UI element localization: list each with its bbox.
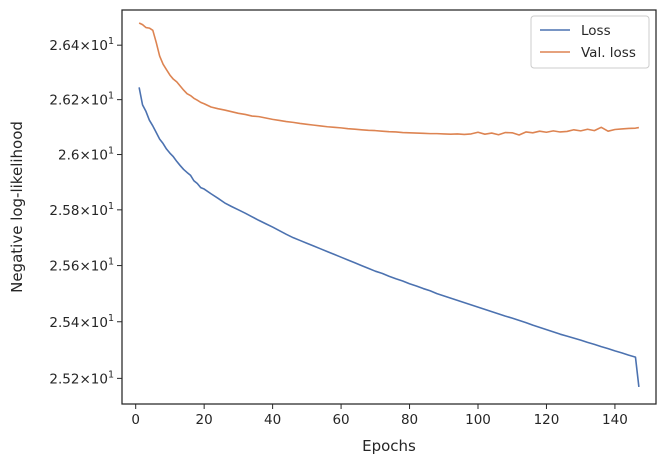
- x-tick-label: 0: [131, 412, 140, 428]
- y-tick-label: 2.6×101: [58, 146, 114, 164]
- x-tick-label: 140: [602, 412, 628, 428]
- y-tick-label: 2.64×101: [49, 36, 114, 54]
- series-lines: [138, 22, 640, 388]
- y-axis-ticks: 2.52×101 2.54×101 2.56×101 2.58×101 2.6×101 2…: [49, 36, 122, 387]
- y-tick-label: 2.62×101: [49, 91, 114, 109]
- x-axis-label: Epochs: [362, 437, 416, 455]
- x-tick-label: 80: [401, 412, 418, 428]
- y-tick-label: 2.56×101: [49, 257, 114, 275]
- x-axis-ticks: 0 20 40 60 80 100 120 140: [131, 404, 628, 428]
- x-tick-label: 100: [465, 412, 491, 428]
- x-tick-label: 40: [264, 412, 281, 428]
- plot-frame: [121, 9, 657, 405]
- legend: Loss Val. loss: [530, 15, 650, 69]
- x-tick-label: 120: [534, 412, 560, 428]
- y-tick-label: 2.52×101: [49, 369, 114, 387]
- x-tick-label: 20: [196, 412, 213, 428]
- y-tick-label: 2.58×101: [49, 201, 114, 219]
- series-line-0: [138, 87, 640, 388]
- y-tick-label: 2.54×101: [49, 313, 114, 331]
- legend-label-1: Val. loss: [581, 45, 636, 61]
- legend-label-0: Loss: [581, 23, 611, 39]
- y-axis-label: Negative log-likelihood: [8, 121, 26, 293]
- series-line-1: [138, 22, 640, 136]
- legend-frame: [530, 15, 650, 69]
- x-tick-label: 60: [332, 412, 349, 428]
